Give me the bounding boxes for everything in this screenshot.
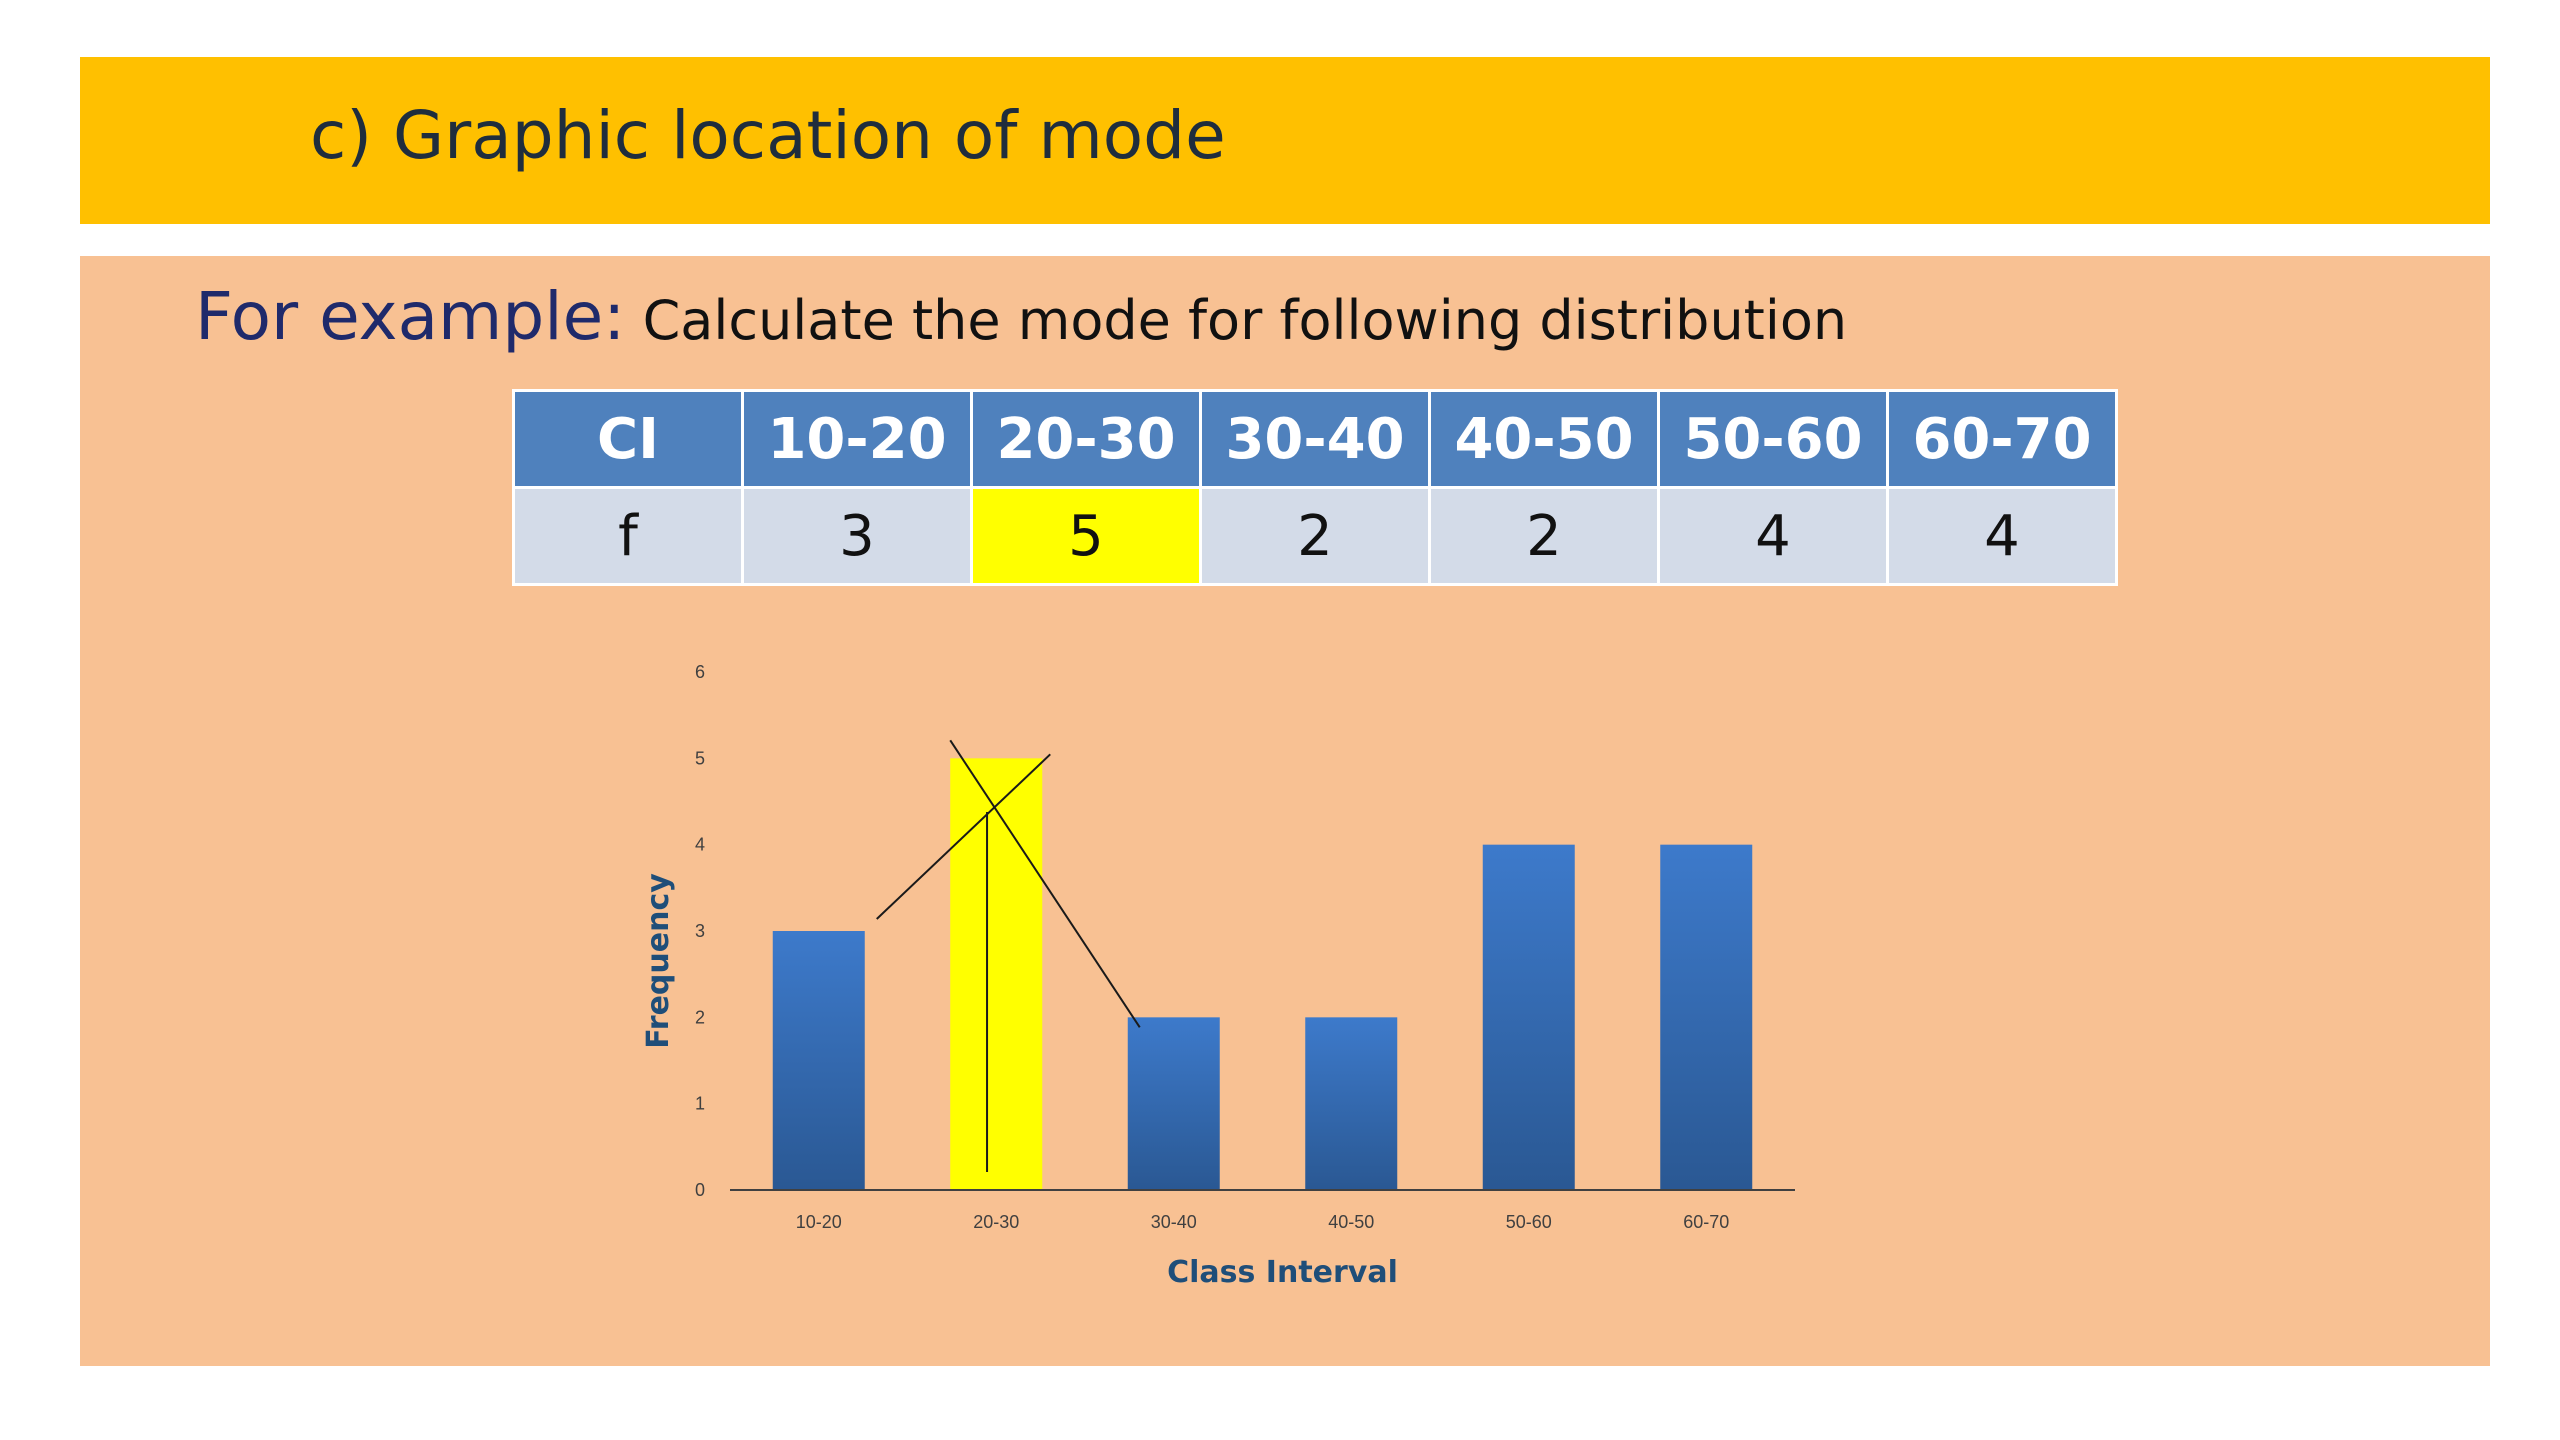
slide-title: c) Graphic location of mode (310, 97, 1226, 174)
example-lead: For example: (195, 278, 626, 355)
table-header-row: CI 10-20 20-30 30-40 40-50 50-60 60-70 (512, 389, 2118, 489)
bar (1305, 1017, 1398, 1190)
x-tick-label: 30-40 (1151, 1212, 1197, 1232)
mode-construction-line (949, 739, 1141, 1028)
header-label: CI (512, 389, 744, 489)
y-tick-label: 5 (695, 748, 705, 768)
x-tick-label: 10-20 (796, 1212, 842, 1232)
header-cell: 10-20 (741, 389, 973, 489)
header-cell: 20-30 (970, 389, 1202, 489)
y-tick-label: 3 (695, 921, 705, 941)
mode-construction-line (876, 753, 1051, 920)
row-label: f (512, 486, 744, 586)
table-value-row: f 3 5 2 2 4 4 (512, 486, 2118, 586)
x-axis-title: Class Interval (1167, 1255, 1398, 1290)
bar (772, 931, 865, 1190)
content-panel: For example: Calculate the mode for foll… (80, 256, 2490, 1366)
y-tick-label: 0 (695, 1180, 705, 1200)
value-cell: 2 (1428, 486, 1660, 586)
example-text: Calculate the mode for following distrib… (625, 289, 1848, 352)
header-cell: 30-40 (1199, 389, 1431, 489)
header-cell: 60-70 (1886, 389, 2118, 489)
value-cell: 5 (970, 486, 1202, 586)
header-cell: 40-50 (1428, 389, 1660, 489)
y-tick-label: 1 (695, 1094, 705, 1114)
header-cell: 50-60 (1657, 389, 1889, 489)
x-tick-label: 60-70 (1683, 1212, 1729, 1232)
value-cell: 3 (741, 486, 973, 586)
value-cell: 4 (1886, 486, 2118, 586)
value-cell: 4 (1657, 486, 1889, 586)
modal-class-bar (950, 758, 1043, 1190)
example-line: For example: Calculate the mode for foll… (195, 278, 1847, 355)
bar (1482, 844, 1575, 1190)
x-tick-label: 50-60 (1506, 1212, 1552, 1232)
y-tick-label: 2 (695, 1007, 705, 1027)
y-axis-title: Frequency (641, 873, 676, 1049)
bar (1127, 1017, 1220, 1190)
frequency-table: CI 10-20 20-30 30-40 40-50 50-60 60-70 f… (512, 389, 2118, 586)
value-cell: 2 (1199, 486, 1431, 586)
y-tick-label: 4 (695, 835, 705, 855)
x-tick-label: 20-30 (973, 1212, 1019, 1232)
x-tick-label: 40-50 (1328, 1212, 1374, 1232)
title-bar: c) Graphic location of mode (80, 57, 2490, 224)
bar (1660, 844, 1753, 1190)
y-tick-label: 6 (695, 662, 705, 682)
